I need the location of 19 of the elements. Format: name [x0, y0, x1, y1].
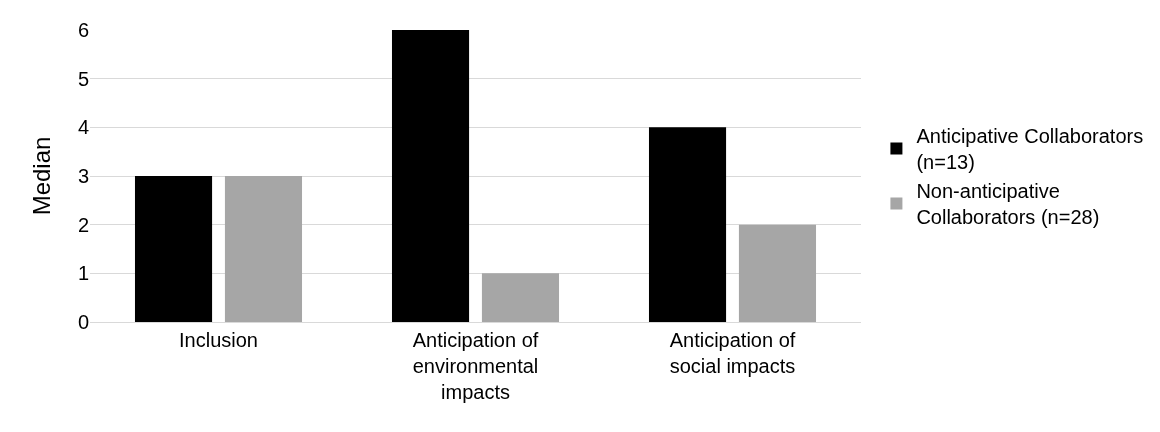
bar [481, 273, 560, 322]
bar [738, 224, 817, 322]
y-tick-label: 2 [77, 213, 89, 236]
x-tick-label: Anticipation of environmental impacts [412, 329, 539, 403]
bar [224, 176, 303, 322]
y-tick-label: 4 [77, 116, 89, 139]
bar [134, 176, 213, 322]
bar [648, 127, 727, 322]
x-tick-label: Anticipation of social impacts [669, 329, 796, 377]
legend-label: Anticipative Collaborators (n=13) [916, 125, 1144, 174]
y-tick-label: 1 [77, 262, 89, 285]
y-tick-label: 3 [77, 165, 89, 187]
x-tick-label: Inclusion [179, 329, 258, 351]
y-tick-label: 0 [77, 311, 89, 333]
bar [391, 30, 470, 322]
y-tick-label: 5 [77, 67, 89, 90]
legend-label: Non-anticipative Collaborators (n=28) [916, 180, 1100, 229]
y-axis-title: Median [27, 136, 55, 216]
y-tick-label: 6 [77, 19, 89, 41]
